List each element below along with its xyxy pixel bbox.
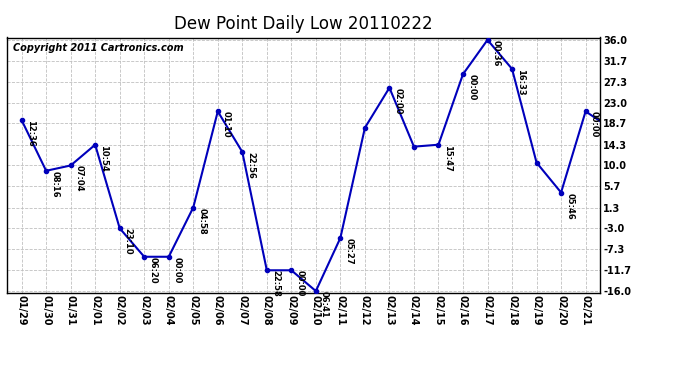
Text: 12:36: 12:36 xyxy=(26,120,34,147)
Text: 00:36: 00:36 xyxy=(492,40,501,66)
Text: 17:47: 17:47 xyxy=(0,374,1,375)
Text: 00:00: 00:00 xyxy=(295,270,304,297)
Text: 22:58: 22:58 xyxy=(271,270,280,297)
Text: 05:27: 05:27 xyxy=(344,238,353,264)
Text: 07:04: 07:04 xyxy=(75,165,83,192)
Text: 00:00: 00:00 xyxy=(590,111,599,138)
Text: 08:16: 08:16 xyxy=(50,171,59,197)
Text: 23:10: 23:10 xyxy=(124,228,133,255)
Text: 01:10: 01:10 xyxy=(222,111,231,138)
Text: 10:54: 10:54 xyxy=(99,145,108,171)
Text: 16:33: 16:33 xyxy=(516,69,525,96)
Text: 00:00: 00:00 xyxy=(467,74,476,100)
Text: 05:46: 05:46 xyxy=(565,192,574,219)
Text: Dew Point Daily Low 20110222: Dew Point Daily Low 20110222 xyxy=(175,15,433,33)
Text: 06:20: 06:20 xyxy=(148,257,157,284)
Text: 06:41: 06:41 xyxy=(320,291,329,318)
Text: 22:56: 22:56 xyxy=(246,152,255,179)
Text: 04:58: 04:58 xyxy=(197,207,206,234)
Text: Copyright 2011 Cartronics.com: Copyright 2011 Cartronics.com xyxy=(13,43,184,52)
Text: 02:00: 02:00 xyxy=(393,88,402,114)
Text: 00:00: 00:00 xyxy=(173,257,182,283)
Text: 15:47: 15:47 xyxy=(442,145,452,171)
